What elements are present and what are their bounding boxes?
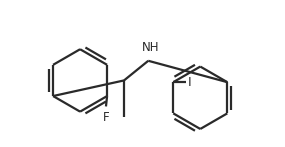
Text: NH: NH [142,41,160,54]
Text: I: I [188,76,192,89]
Text: F: F [103,111,109,124]
